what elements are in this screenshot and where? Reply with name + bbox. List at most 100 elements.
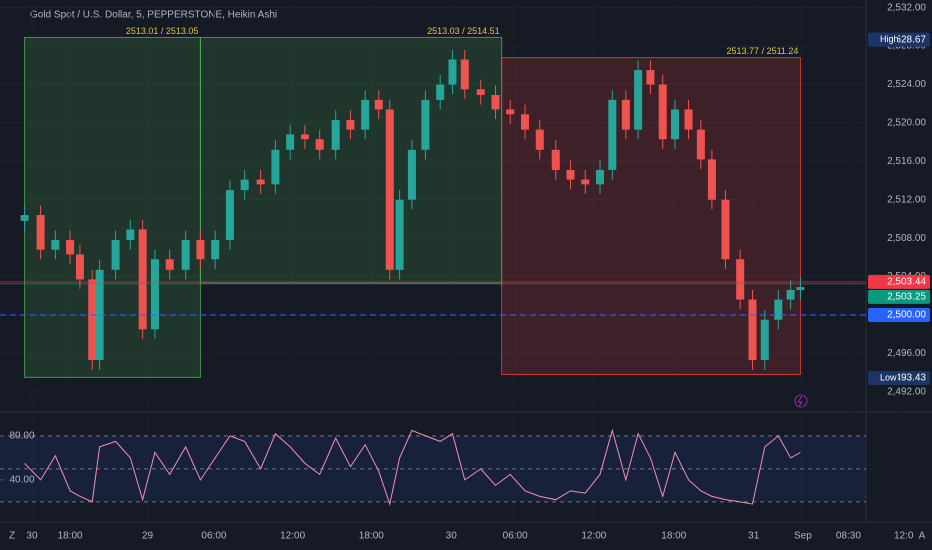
box-label: 2513.03 / 2514.51	[427, 26, 500, 36]
lightning-icon[interactable]	[794, 394, 808, 408]
y-tick-label: 2,496.00	[887, 348, 926, 359]
candle-body	[181, 240, 190, 270]
candle-body	[300, 134, 309, 140]
candle-body	[551, 149, 560, 170]
candle-body	[760, 319, 769, 361]
candle-body	[126, 229, 135, 241]
x-tick-label: 12:00	[280, 531, 305, 542]
candle-body	[331, 120, 340, 150]
candle-body	[491, 95, 500, 110]
candle-body	[66, 240, 75, 255]
candle-body	[36, 215, 45, 250]
candle-body	[506, 109, 515, 115]
y-tick-label: 80.00	[9, 431, 34, 442]
candle-body	[476, 89, 485, 96]
x-tick-label: 18:00	[58, 531, 83, 542]
candle-body	[736, 259, 745, 300]
candle-body	[407, 149, 416, 200]
candle-body	[374, 99, 383, 110]
candle-body	[581, 179, 590, 185]
toolbar-button[interactable]: Z	[9, 531, 15, 542]
candle-body	[88, 279, 97, 361]
candle-body	[596, 169, 605, 185]
y-tick-label: 40.00	[9, 475, 34, 486]
candle-body	[20, 215, 29, 221]
candle-body	[138, 229, 147, 330]
candle-body	[361, 99, 370, 130]
candle-body	[385, 109, 394, 270]
candle-body	[346, 120, 355, 130]
price-badge	[868, 274, 930, 289]
candle-body	[721, 199, 730, 260]
oscillator-line	[24, 428, 801, 506]
x-tick-label: 12:00	[581, 531, 606, 542]
lightning-icon-bolt	[797, 395, 803, 407]
candle-body	[748, 299, 757, 361]
candle-body	[315, 139, 324, 150]
candle-body	[95, 269, 104, 361]
toolbar-button[interactable]: A	[919, 531, 926, 542]
candle-body	[211, 240, 220, 260]
candle-body	[786, 289, 795, 300]
price-badge-label: 2,528.67	[887, 34, 926, 45]
candle-body	[658, 84, 667, 140]
candle-body	[240, 179, 249, 191]
candle-body	[436, 84, 445, 100]
price-badge-name: High	[880, 34, 899, 44]
box-label: 2513.01 / 2513.05	[126, 26, 199, 36]
candle-body	[111, 240, 120, 270]
candle-body	[696, 129, 705, 160]
candle-body	[460, 59, 469, 90]
candle-body	[271, 149, 280, 185]
candle-body	[796, 287, 805, 290]
candle-body	[521, 114, 530, 130]
y-tick-label: 2,512.00	[887, 194, 926, 205]
box-label: 2513.77 / 2511.24	[727, 46, 799, 56]
price-badge-tag	[876, 32, 898, 47]
candle-body	[196, 240, 205, 260]
plot-area	[0, 7, 866, 506]
price-badge-tag	[876, 371, 898, 386]
candle-body	[646, 70, 655, 85]
y-tick-label: 2,524.00	[887, 79, 926, 90]
x-tick-label: Sep	[794, 531, 812, 542]
price-badge-name: Low	[880, 372, 897, 382]
candle-body	[256, 179, 265, 185]
price-badge-label: 2,493.43	[887, 373, 926, 384]
candle-body	[535, 129, 544, 150]
candle-body	[150, 259, 159, 330]
candle-body	[225, 190, 234, 241]
candle-body	[75, 254, 84, 280]
x-tick-label: 08:30	[836, 531, 861, 542]
price-badge	[868, 289, 930, 304]
y-tick-label: 2,532.00	[887, 2, 926, 13]
y-tick-label: 2,516.00	[887, 156, 926, 167]
candle-body	[448, 59, 457, 85]
y-tick-label: 2,492.00	[887, 386, 926, 397]
x-tick-label: 18:00	[359, 531, 384, 542]
candle-body	[286, 134, 295, 150]
x-tick-label: 31	[748, 531, 760, 542]
price-badge-label: 2,503.44	[887, 277, 926, 288]
x-tick-label: 29	[142, 531, 154, 542]
price-badge-label: 2,503.25	[887, 292, 926, 303]
candle-body	[51, 240, 60, 250]
candle-body	[774, 299, 783, 320]
price-badge-label: 2,500.00	[887, 310, 926, 321]
candle-body	[684, 109, 693, 130]
x-tick-label: 30	[26, 531, 38, 542]
candle-body	[707, 159, 716, 200]
candle-body	[165, 259, 174, 270]
y-tick-label: 2,520.00	[887, 118, 926, 129]
x-tick-label: 18:00	[661, 531, 686, 542]
candle-body	[566, 169, 575, 180]
candle-body	[671, 109, 680, 140]
x-tick-label: 06:00	[503, 531, 528, 542]
candle-body	[634, 70, 643, 130]
session-box	[24, 36, 201, 378]
x-tick-label: 30	[446, 531, 458, 542]
candle-body	[421, 99, 430, 150]
price-badge	[868, 307, 930, 322]
